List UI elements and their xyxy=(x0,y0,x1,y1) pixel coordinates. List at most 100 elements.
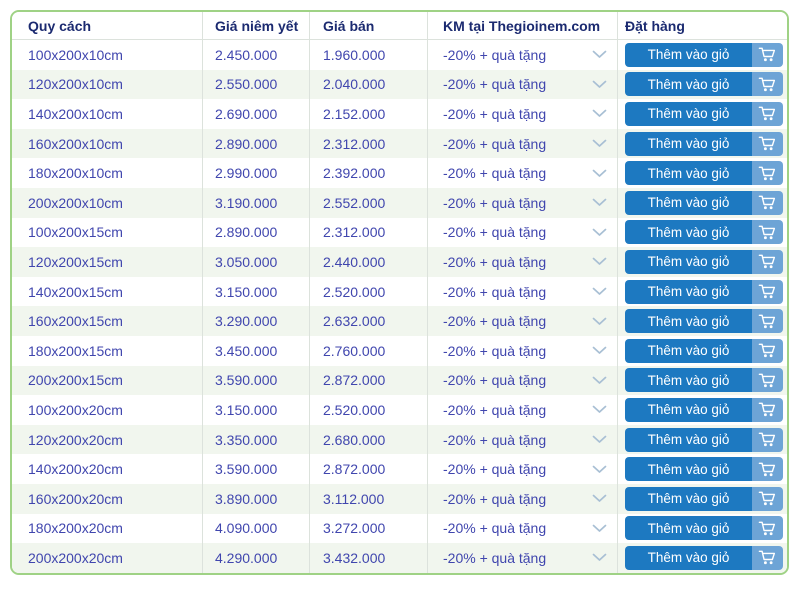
add-to-cart-label: Thêm vào giỏ xyxy=(625,397,752,422)
add-to-cart-button[interactable]: Thêm vào giỏ xyxy=(625,457,783,482)
add-to-cart-label: Thêm vào giỏ xyxy=(625,516,752,541)
promo-dropdown[interactable]: -20% + quà tặng xyxy=(428,484,617,514)
add-to-cart-label: Thêm vào giỏ xyxy=(625,101,752,126)
add-to-cart-button[interactable]: Thêm vào giỏ xyxy=(625,131,783,156)
chevron-down-icon[interactable] xyxy=(592,50,607,59)
order-cell: Thêm vào giỏ xyxy=(618,217,787,248)
shopping-cart-icon[interactable] xyxy=(752,131,783,156)
add-to-cart-label: Thêm vào giỏ xyxy=(625,338,752,363)
shopping-cart-icon[interactable] xyxy=(752,486,783,511)
list-price-cell: 3.290.000 xyxy=(203,306,310,336)
chevron-down-icon[interactable] xyxy=(592,109,607,118)
add-to-cart-button[interactable]: Thêm vào giỏ xyxy=(625,397,783,422)
promo-dropdown[interactable]: -20% + quà tặng xyxy=(428,247,617,277)
promo-dropdown[interactable]: -20% + quà tặng xyxy=(428,129,617,159)
shopping-cart-icon[interactable] xyxy=(752,249,783,274)
table-row: 100x200x20cm 3.150.000 2.520.000 -20% + … xyxy=(12,395,787,425)
promo-dropdown[interactable]: -20% + quà tặng xyxy=(428,425,617,455)
promo-label: -20% + quà tặng xyxy=(443,283,547,300)
promo-dropdown[interactable]: -20% + quà tặng xyxy=(428,336,617,366)
add-to-cart-button[interactable]: Thêm vào giỏ xyxy=(625,545,783,570)
shopping-cart-icon[interactable] xyxy=(752,190,783,215)
chevron-down-icon[interactable] xyxy=(592,198,607,207)
shopping-cart-icon[interactable] xyxy=(752,309,783,334)
chevron-down-icon[interactable] xyxy=(592,317,607,326)
promo-cell: -20% + quà tặng xyxy=(428,543,618,573)
shopping-cart-icon[interactable] xyxy=(752,427,783,452)
shopping-cart-icon[interactable] xyxy=(752,161,783,186)
chevron-down-icon[interactable] xyxy=(592,257,607,266)
sale-price-cell: 3.112.000 xyxy=(310,483,428,514)
add-to-cart-label: Thêm vào giỏ xyxy=(625,131,752,156)
promo-dropdown[interactable]: -20% + quà tặng xyxy=(428,306,617,336)
promo-dropdown[interactable]: -20% + quà tặng xyxy=(428,188,617,218)
list-price-cell: 3.350.000 xyxy=(203,424,310,455)
shopping-cart-icon[interactable] xyxy=(752,101,783,126)
chevron-down-icon[interactable] xyxy=(592,139,607,148)
add-to-cart-button[interactable]: Thêm vào giỏ xyxy=(625,72,783,97)
shopping-cart-icon[interactable] xyxy=(752,457,783,482)
chevron-down-icon[interactable] xyxy=(592,376,607,385)
promo-dropdown[interactable]: -20% + quà tặng xyxy=(428,543,617,573)
chevron-down-icon[interactable] xyxy=(592,435,607,444)
chevron-down-icon[interactable] xyxy=(592,494,607,503)
chevron-down-icon[interactable] xyxy=(592,169,607,178)
shopping-cart-icon[interactable] xyxy=(752,42,783,67)
promo-dropdown[interactable]: -20% + quà tặng xyxy=(428,514,617,544)
add-to-cart-button[interactable]: Thêm vào giỏ xyxy=(625,101,783,126)
size-cell: 100x200x10cm xyxy=(12,40,203,70)
chevron-down-icon[interactable] xyxy=(592,465,607,474)
add-to-cart-button[interactable]: Thêm vào giỏ xyxy=(625,161,783,186)
shopping-cart-icon[interactable] xyxy=(752,545,783,570)
chevron-down-icon[interactable] xyxy=(592,346,607,355)
chevron-down-icon[interactable] xyxy=(592,405,607,414)
list-price-cell: 2.890.000 xyxy=(203,128,310,159)
add-to-cart-button[interactable]: Thêm vào giỏ xyxy=(625,279,783,304)
add-to-cart-button[interactable]: Thêm vào giỏ xyxy=(625,42,783,67)
promo-dropdown[interactable]: -20% + quà tặng xyxy=(428,158,617,188)
shopping-cart-icon[interactable] xyxy=(752,279,783,304)
add-to-cart-label: Thêm vào giỏ xyxy=(625,72,752,97)
table-row: 120x200x20cm 3.350.000 2.680.000 -20% + … xyxy=(12,424,787,455)
promo-dropdown[interactable]: -20% + quà tặng xyxy=(428,218,617,248)
add-to-cart-button[interactable]: Thêm vào giỏ xyxy=(625,249,783,274)
chevron-down-icon[interactable] xyxy=(592,80,607,89)
add-to-cart-button[interactable]: Thêm vào giỏ xyxy=(625,190,783,215)
chevron-down-icon[interactable] xyxy=(592,287,607,296)
chevron-down-icon[interactable] xyxy=(592,553,607,562)
size-cell: 140x200x20cm xyxy=(12,454,203,484)
promo-dropdown[interactable]: -20% + quà tặng xyxy=(428,40,617,70)
add-to-cart-button[interactable]: Thêm vào giỏ xyxy=(625,486,783,511)
shopping-cart-icon[interactable] xyxy=(752,397,783,422)
add-to-cart-button[interactable]: Thêm vào giỏ xyxy=(625,309,783,334)
shopping-cart-icon[interactable] xyxy=(752,220,783,245)
add-to-cart-button[interactable]: Thêm vào giỏ xyxy=(625,368,783,393)
price-table: Quy cách Giá niêm yết Giá bán KM tại The… xyxy=(12,12,787,573)
sale-price-cell: 2.152.000 xyxy=(310,99,428,129)
add-to-cart-button[interactable]: Thêm vào giỏ xyxy=(625,427,783,452)
order-cell: Thêm vào giỏ xyxy=(618,543,787,573)
shopping-cart-icon[interactable] xyxy=(752,516,783,541)
promo-dropdown[interactable]: -20% + quà tặng xyxy=(428,454,617,484)
shopping-cart-icon[interactable] xyxy=(752,72,783,97)
promo-cell: -20% + quà tặng xyxy=(428,187,618,218)
chevron-down-icon[interactable] xyxy=(592,228,607,237)
size-cell: 180x200x10cm xyxy=(12,158,203,188)
promo-label: -20% + quà tặng xyxy=(443,549,547,566)
chevron-down-icon[interactable] xyxy=(592,524,607,533)
promo-cell: -20% + quà tặng xyxy=(428,483,618,514)
shopping-cart-icon[interactable] xyxy=(752,368,783,393)
table-row: 200x200x10cm 3.190.000 2.552.000 -20% + … xyxy=(12,187,787,218)
promo-dropdown[interactable]: -20% + quà tặng xyxy=(428,70,617,100)
shopping-cart-icon[interactable] xyxy=(752,338,783,363)
order-cell: Thêm vào giỏ xyxy=(618,424,787,455)
order-cell: Thêm vào giỏ xyxy=(618,187,787,218)
promo-dropdown[interactable]: -20% + quà tặng xyxy=(428,395,617,425)
promo-dropdown[interactable]: -20% + quà tặng xyxy=(428,99,617,129)
add-to-cart-button[interactable]: Thêm vào giỏ xyxy=(625,516,783,541)
add-to-cart-button[interactable]: Thêm vào giỏ xyxy=(625,338,783,363)
promo-dropdown[interactable]: -20% + quà tặng xyxy=(428,277,617,307)
promo-dropdown[interactable]: -20% + quà tặng xyxy=(428,366,617,396)
promo-label: -20% + quà tặng xyxy=(443,224,547,241)
add-to-cart-button[interactable]: Thêm vào giỏ xyxy=(625,220,783,245)
